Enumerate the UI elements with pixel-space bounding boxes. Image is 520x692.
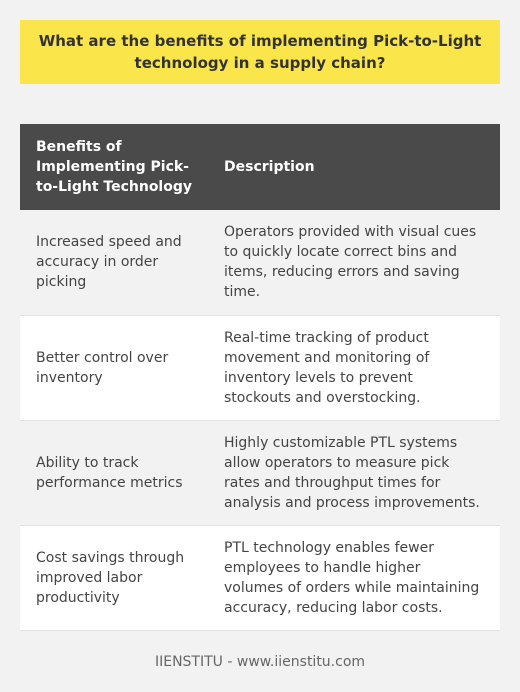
- description-cell: Highly customizable PTL systems allow op…: [208, 420, 500, 526]
- description-cell: PTL technology enables fewer employees t…: [208, 525, 500, 631]
- table-row: Better control over inventory Real-time …: [20, 315, 500, 421]
- table-row: Cost savings through improved labor prod…: [20, 525, 500, 631]
- header-description: Description: [208, 124, 500, 210]
- footer-credit: IIENSTITU - www.iienstitu.com: [154, 654, 366, 670]
- benefit-cell: Ability to track performance metrics: [20, 420, 208, 526]
- table-header-row: Benefits of Implementing Pick-to-Light T…: [20, 124, 500, 210]
- benefits-table: Benefits of Implementing Pick-to-Light T…: [20, 124, 500, 631]
- table-row: Increased speed and accuracy in order pi…: [20, 210, 500, 316]
- table-header: Benefits of Implementing Pick-to-Light T…: [20, 124, 500, 210]
- description-cell: Operators provided with visual cues to q…: [208, 210, 500, 316]
- description-cell: Real-time tracking of product movement a…: [208, 315, 500, 421]
- header-benefits: Benefits of Implementing Pick-to-Light T…: [20, 124, 208, 210]
- benefit-cell: Cost savings through improved labor prod…: [20, 525, 208, 631]
- benefit-cell: Increased speed and accuracy in order pi…: [20, 210, 208, 316]
- title-banner: What are the benefits of implementing Pi…: [20, 20, 500, 84]
- table-row: Ability to track performance metrics Hig…: [20, 420, 500, 526]
- benefit-cell: Better control over inventory: [20, 315, 208, 421]
- page-title: What are the benefits of implementing Pi…: [38, 32, 482, 72]
